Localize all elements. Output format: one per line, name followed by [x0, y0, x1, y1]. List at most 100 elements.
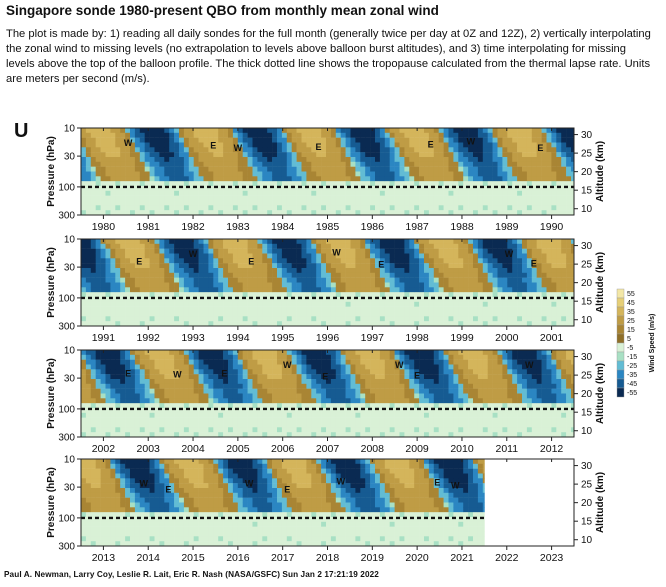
heatmap-cell: [125, 316, 131, 322]
heatmap-cell: [321, 239, 327, 245]
heatmap-cell: [125, 374, 131, 380]
heatmap-cell: [154, 176, 160, 182]
heatmap-cell: [179, 190, 185, 196]
heatmap-cell: [120, 306, 126, 312]
heatmap-cell: [350, 408, 356, 414]
heatmap-cell: [375, 354, 381, 360]
heatmap-cell: [497, 142, 503, 148]
heatmap-cell: [208, 422, 214, 428]
heatmap-cell: [350, 301, 356, 307]
heatmap-cell: [203, 190, 209, 196]
heatmap-cell: [404, 200, 410, 206]
heatmap-cell: [551, 166, 557, 172]
heatmap-cell: [257, 379, 263, 385]
heatmap-cell: [419, 166, 425, 172]
heatmap-cell: [247, 147, 253, 153]
heatmap-cell: [193, 393, 199, 399]
heatmap-cell: [272, 301, 278, 307]
heatmap-cell: [174, 263, 180, 269]
heatmap-cell: [218, 190, 224, 196]
heatmap-cell: [345, 364, 351, 370]
heatmap-cell: [174, 359, 180, 365]
heatmap-cell: [424, 253, 430, 259]
heatmap-cell: [218, 287, 224, 293]
heatmap-cell: [355, 369, 361, 375]
heatmap-cell: [257, 253, 263, 259]
heatmap-cell: [497, 321, 503, 327]
heatmap-cell: [183, 297, 190, 303]
heatmap-cell: [482, 239, 488, 245]
heatmap-cell: [326, 258, 332, 264]
heatmap-cell: [399, 379, 405, 385]
heatmap-cell: [355, 258, 361, 264]
heatmap-cell: [198, 408, 204, 414]
heatmap-cell: [223, 239, 229, 245]
heatmap-cell: [90, 287, 96, 293]
heatmap-cell: [286, 417, 292, 423]
heatmap-cell: [424, 268, 430, 274]
heatmap-cell: [389, 142, 395, 148]
heatmap-cell: [419, 243, 425, 249]
heatmap-cell: [149, 417, 155, 423]
heatmap-cell: [321, 161, 327, 167]
heatmap-cell: [125, 142, 131, 148]
heatmap-cell: [571, 147, 575, 153]
heatmap-cell: [237, 166, 243, 172]
heatmap-cell: [379, 186, 386, 192]
heatmap-cell: [321, 316, 327, 322]
heatmap-cell: [311, 132, 317, 138]
heatmap-cell: [120, 369, 126, 375]
heatmap-cell: [526, 316, 533, 322]
heatmap-cell: [125, 306, 131, 312]
heatmap-cell: [232, 321, 239, 327]
heatmap-cell: [169, 292, 175, 298]
heatmap-cell: [448, 287, 454, 293]
heatmap-cell: [571, 186, 575, 192]
heatmap-cell: [134, 132, 141, 138]
variable-label: U: [14, 120, 28, 142]
heatmap-cell: [453, 157, 459, 163]
heatmap-cell: [463, 316, 469, 322]
heatmap-cell: [267, 132, 273, 138]
heatmap-cell: [223, 364, 229, 370]
heatmap-cell: [360, 350, 366, 356]
heatmap-cell: [125, 427, 131, 433]
heatmap-cell: [179, 181, 185, 187]
heatmap-cell: [110, 359, 116, 365]
heatmap-cell: [228, 408, 234, 414]
heatmap-cell: [370, 354, 376, 360]
heatmap-cell: [306, 292, 312, 298]
heatmap-cell: [159, 176, 165, 182]
heatmap-cell: [306, 195, 312, 201]
heatmap-cell: [487, 142, 493, 148]
heatmap-cell: [90, 205, 96, 211]
heatmap-cell: [419, 176, 425, 182]
heatmap-cell: [340, 195, 346, 201]
heatmap-cell: [169, 432, 175, 438]
heatmap-cell: [85, 190, 92, 196]
heatmap-cell: [326, 408, 332, 414]
heatmap-cell: [379, 422, 386, 428]
heatmap-cell: [458, 277, 464, 283]
heatmap-cell: [247, 210, 253, 216]
heatmap-cell: [125, 422, 131, 428]
heatmap-cell: [208, 200, 214, 206]
heatmap-cell: [85, 176, 92, 182]
heatmap-cell: [350, 258, 356, 264]
heatmap-cell: [370, 161, 376, 167]
heatmap-cell: [502, 263, 508, 269]
heatmap-cell: [404, 243, 410, 249]
heatmap-cell: [536, 253, 542, 259]
heatmap-cell: [154, 147, 160, 153]
heatmap-cell: [531, 321, 537, 327]
heatmap-cell: [286, 311, 292, 317]
heatmap-cell: [482, 282, 488, 288]
heatmap-cell: [139, 190, 145, 196]
heatmap-cell: [198, 142, 204, 148]
heatmap-cell: [536, 272, 542, 278]
heatmap-cell: [350, 311, 356, 317]
heatmap-cell: [188, 301, 194, 307]
heatmap-cell: [409, 277, 415, 283]
heatmap-cell: [242, 374, 248, 380]
heatmap-cell: [277, 272, 283, 278]
